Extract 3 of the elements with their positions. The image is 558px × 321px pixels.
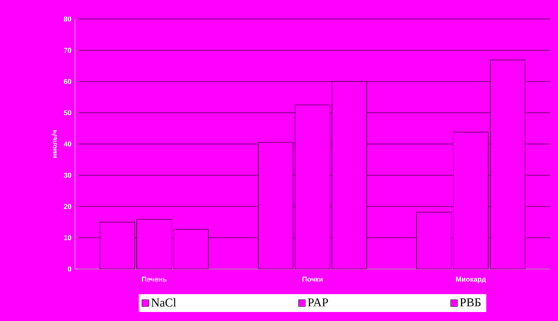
legend-label: РВБ: [460, 298, 481, 306]
legend-label: NaCl: [151, 298, 176, 307]
legend-label: PAP: [308, 298, 328, 306]
